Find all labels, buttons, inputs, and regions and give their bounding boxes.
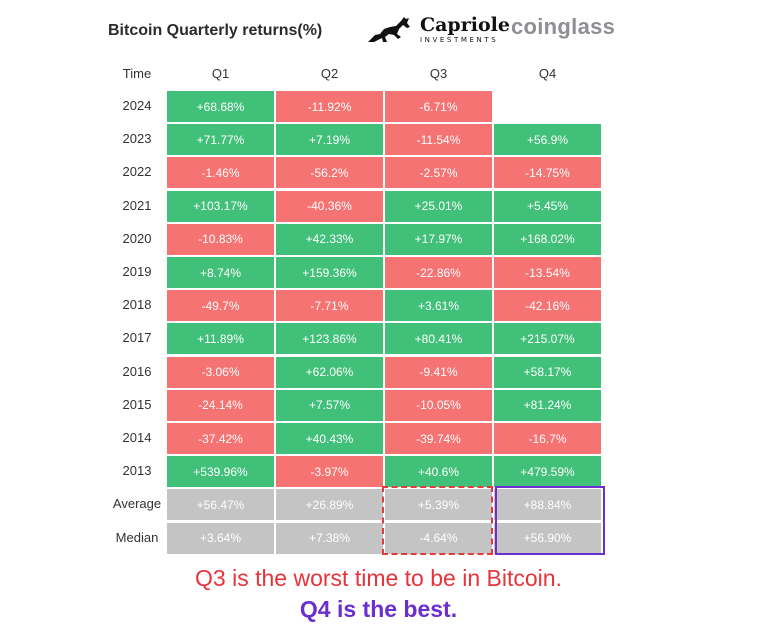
worst-quarter-caption: Q3 is the worst time to be in Bitcoin. [195, 565, 562, 591]
return-cell: +42.33% [275, 222, 384, 256]
return-cell: -1.46% [166, 156, 275, 190]
row-label: 2016 [122, 363, 152, 379]
row-label: 2022 [122, 164, 152, 180]
return-cell: +17.97% [384, 222, 493, 256]
row-label: Average [112, 496, 162, 512]
row-label: 2013 [122, 463, 152, 479]
return-cell: +68.68% [166, 90, 275, 123]
return-cell: -6.71% [384, 90, 493, 123]
return-cell: -24.14% [166, 388, 275, 422]
return-cell: -40.36% [275, 189, 384, 223]
summary-cell: +3.64% [166, 521, 275, 555]
column-header-q4: Q4 [538, 66, 557, 81]
return-cell: -10.83% [166, 222, 275, 256]
return-cell: +11.89% [166, 322, 275, 356]
column-header-q1: Q1 [211, 66, 230, 81]
return-cell: -2.57% [384, 156, 493, 190]
return-cell: +81.24% [493, 388, 602, 422]
return-cell: +40.43% [275, 422, 384, 455]
return-cell: -42.16% [493, 289, 602, 323]
column-header-q2: Q2 [320, 66, 339, 81]
return-cell: +8.74% [166, 256, 275, 289]
return-cell: -16.7% [493, 422, 602, 455]
return-cell: -9.41% [384, 355, 493, 389]
return-cell: +123.86% [275, 322, 384, 356]
row-label: 2018 [122, 297, 152, 313]
return-cell: +40.6% [384, 455, 493, 489]
summary-cell: +56.90% [493, 521, 602, 555]
capriole-logo: Capriole INVESTMENTS [366, 12, 510, 48]
return-cell: +215.07% [493, 322, 602, 356]
q4-highlight-outline [495, 486, 605, 555]
return-cell: -49.7% [166, 289, 275, 323]
return-cell: +25.01% [384, 189, 493, 223]
return-cell: -39.74% [384, 422, 493, 455]
return-cell: -22.86% [384, 256, 493, 289]
best-quarter-caption: Q4 is the best. [299, 596, 458, 622]
row-label: 2015 [122, 396, 152, 412]
return-cell: -11.92% [275, 90, 384, 123]
return-cell: +159.36% [275, 256, 384, 289]
summary-cell: +88.84% [493, 488, 602, 522]
capriole-subtitle: INVESTMENTS [420, 36, 499, 44]
return-cell: +3.61% [384, 289, 493, 323]
horse-icon [368, 17, 410, 42]
row-label: 2017 [122, 330, 152, 346]
row-label: 2023 [122, 131, 152, 147]
summary-cell: +56.47% [166, 488, 275, 522]
return-cell: +80.41% [384, 322, 493, 356]
row-label: Median [115, 529, 159, 545]
return-cell: -11.54% [384, 123, 493, 157]
summary-cell: +7.38% [275, 521, 384, 555]
row-label: 2024 [122, 98, 152, 113]
return-cell: +5.45% [493, 189, 602, 223]
return-cell: +479.59% [493, 455, 602, 489]
row-label: 2021 [122, 197, 152, 213]
return-cell: -37.42% [166, 422, 275, 455]
return-cell: +56.9% [493, 123, 602, 157]
return-cell: +7.19% [275, 123, 384, 157]
return-cell: +103.17% [166, 189, 275, 223]
capriole-name: Capriole [420, 14, 510, 36]
return-cell: +7.57% [275, 388, 384, 422]
return-cell: +58.17% [493, 355, 602, 389]
column-header-q3: Q3 [429, 66, 448, 81]
return-cell: -7.71% [275, 289, 384, 323]
return-cell: -3.97% [275, 455, 384, 489]
return-cell: -56.2% [275, 156, 384, 190]
q3-highlight-outline [382, 486, 493, 555]
return-cell: +62.06% [275, 355, 384, 389]
row-label: 2020 [122, 230, 152, 246]
return-cell: +71.77% [166, 123, 275, 157]
row-label: 2014 [122, 430, 152, 445]
column-header-time: Time [122, 66, 152, 81]
coinglass-logo: coinglass [511, 14, 616, 39]
return-cell: -10.05% [384, 388, 493, 422]
row-label: 2019 [122, 264, 152, 279]
summary-cell: +26.89% [275, 488, 384, 522]
return-cell: +539.96% [166, 455, 275, 489]
return-cell: -14.75% [493, 156, 602, 190]
summary-cell: +5.39% [384, 488, 493, 522]
return-cell: -3.06% [166, 355, 275, 389]
return-cell: +168.02% [493, 222, 602, 256]
return-cell: -13.54% [493, 256, 602, 289]
chart-title: Bitcoin Quarterly returns(%) [108, 22, 323, 39]
